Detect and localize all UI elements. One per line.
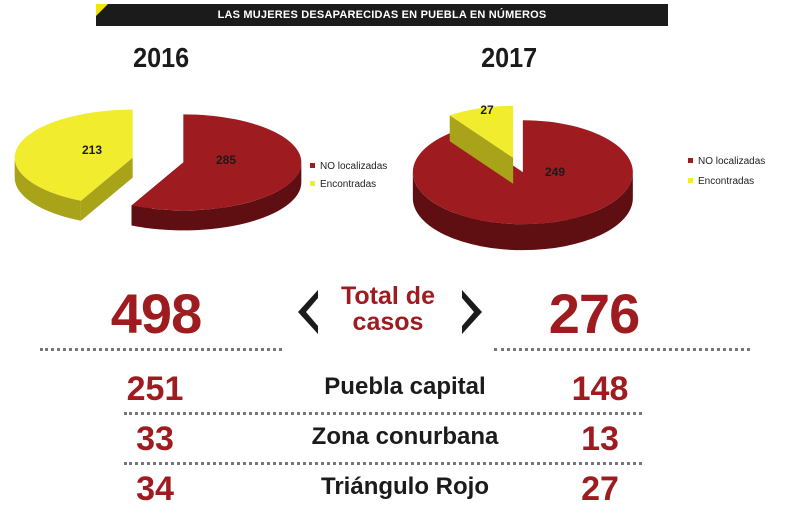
pie-2016 bbox=[14, 109, 302, 231]
pie-slice-wall-encontradas-2017 bbox=[449, 115, 514, 184]
legend-swatch-red bbox=[310, 162, 315, 168]
header-title: LAS MUJERES DESAPARECIDAS EN PUEBLA EN N… bbox=[217, 9, 547, 21]
legend-swatch-yellow bbox=[688, 177, 693, 183]
year-2016-title: 2016 bbox=[133, 42, 190, 73]
row-label: Puebla capital bbox=[324, 373, 486, 400]
legend-item: NO localizadas bbox=[688, 155, 765, 175]
pie-slice-no-localizadas-2016 bbox=[131, 114, 302, 211]
total-2017: 276 bbox=[548, 282, 640, 345]
row-value-2016: 251 bbox=[126, 370, 184, 408]
slice-label-2016-no-localizadas: 285 bbox=[215, 153, 237, 167]
pie-slice-no-localizadas-2017 bbox=[412, 120, 633, 225]
chevron-right-icon bbox=[462, 290, 482, 334]
legend-2017: NO localizadas Encontradas bbox=[688, 155, 765, 193]
pie-2017 bbox=[412, 105, 633, 251]
legend-item: NO localizadas bbox=[310, 160, 387, 178]
slice-label-2017-encontradas: 27 bbox=[480, 103, 494, 117]
legend-label: Encontradas bbox=[320, 179, 377, 190]
legend-swatch-yellow bbox=[310, 180, 315, 186]
divider-dotted bbox=[40, 348, 282, 351]
legend-2016: NO localizadas Encontradas bbox=[310, 160, 387, 196]
slice-label-2017-no-localizadas: 249 bbox=[544, 165, 566, 179]
row-label: Zona conurbana bbox=[311, 423, 499, 450]
divider-dotted bbox=[124, 412, 642, 415]
legend-label: NO localizadas bbox=[698, 156, 766, 167]
divider-dotted bbox=[494, 348, 750, 351]
row-value-2017: 13 bbox=[581, 420, 619, 458]
legend-item: Encontradas bbox=[688, 175, 765, 193]
pie-slice-side-no-localizadas-2017 bbox=[412, 172, 633, 251]
pie-slice-encontradas-2017 bbox=[449, 105, 514, 158]
total-label-line1: Total de bbox=[341, 282, 435, 310]
row-label: Triángulo Rojo bbox=[321, 473, 489, 500]
divider-dotted bbox=[124, 462, 642, 465]
row-value-2017: 27 bbox=[581, 470, 619, 508]
pie-slice-side-no-localizadas-2016 bbox=[131, 162, 302, 231]
legend-item: Encontradas bbox=[310, 178, 387, 196]
pie-slice-encontradas-2016 bbox=[14, 109, 133, 201]
row-value-2017: 148 bbox=[571, 370, 629, 408]
legend-label: Encontradas bbox=[698, 176, 755, 187]
total-2016: 498 bbox=[110, 282, 202, 345]
slice-label-2016-encontradas: 213 bbox=[81, 143, 103, 157]
total-label: Total de casos bbox=[330, 283, 446, 335]
header-corner-mark bbox=[96, 4, 108, 16]
year-2017-title: 2017 bbox=[481, 42, 538, 73]
pie-charts bbox=[14, 105, 633, 251]
chevron-left-icon bbox=[298, 290, 318, 334]
pie-slice-side-encontradas-2016 bbox=[14, 157, 81, 221]
legend-label: NO localizadas bbox=[320, 161, 388, 172]
total-label-line2: casos bbox=[352, 308, 424, 336]
header-bar: LAS MUJERES DESAPARECIDAS EN PUEBLA EN N… bbox=[96, 4, 668, 26]
row-value-2016: 33 bbox=[136, 420, 174, 458]
row-value-2016: 34 bbox=[136, 470, 174, 508]
legend-swatch-red bbox=[688, 157, 693, 163]
pie-slice-wall-encontradas-2016 bbox=[80, 157, 133, 221]
